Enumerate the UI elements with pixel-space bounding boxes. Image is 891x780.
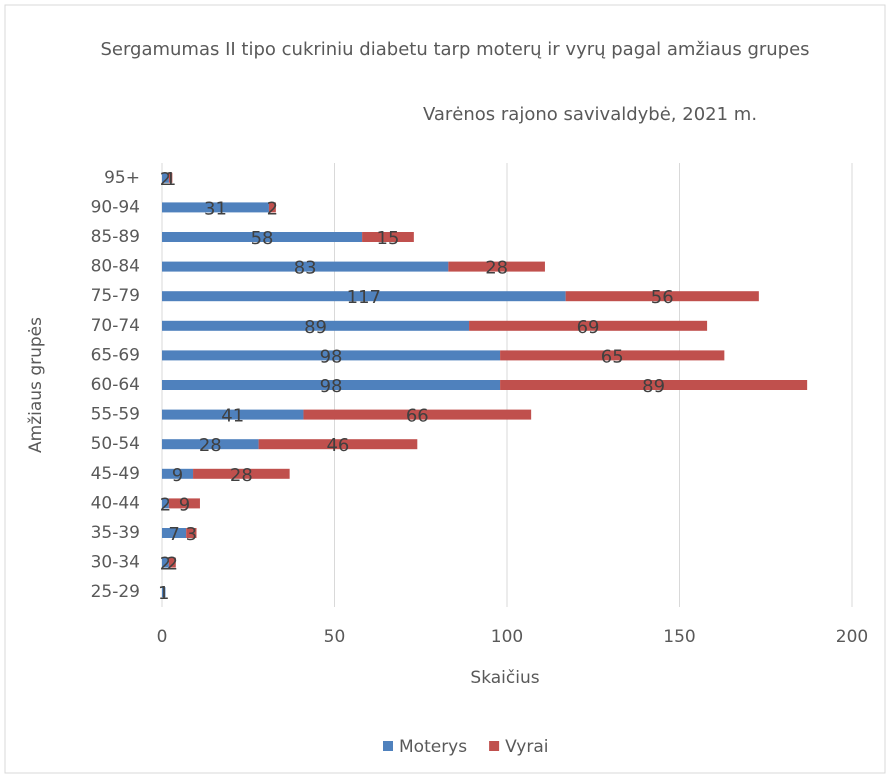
data-label: 46 [326, 435, 349, 456]
bar-segment [186, 528, 197, 538]
x-tick-label: 100 [491, 627, 523, 647]
data-label: 9 [172, 465, 183, 486]
data-label: 1 [165, 169, 176, 190]
bar-segment [258, 439, 418, 450]
legend-swatch [383, 741, 393, 751]
bar-segment [303, 409, 532, 420]
bar-segment [168, 498, 200, 509]
data-label: 56 [651, 287, 674, 308]
data-label: 28 [230, 465, 253, 486]
bar-segment [362, 232, 414, 242]
data-label: 1 [158, 583, 169, 604]
bar-segment [162, 232, 363, 242]
data-label: 31 [204, 198, 227, 219]
bar-segment [162, 587, 166, 598]
data-label: 28 [485, 258, 508, 279]
data-label: 2 [160, 494, 171, 515]
y-tick-label: 85-89 [91, 227, 140, 247]
y-tick-label: 25-29 [91, 582, 140, 602]
bar-segment [162, 439, 259, 450]
bar-segment [162, 350, 501, 361]
y-tick-label: 40-44 [91, 493, 140, 513]
data-label: 7 [168, 524, 179, 545]
bar-segment [162, 557, 169, 568]
data-label: 2 [167, 554, 178, 575]
data-label: 65 [601, 346, 624, 367]
data-label: 15 [377, 228, 400, 249]
y-tick-label: 35-39 [91, 523, 140, 543]
y-tick-label: 75-79 [91, 286, 140, 306]
bar-segment [500, 380, 808, 390]
data-label: 2 [160, 554, 171, 575]
y-tick-label: 45-49 [91, 464, 140, 484]
y-tick-label: 50-54 [91, 434, 140, 454]
legend-label: Vyrai [505, 737, 548, 757]
bar-segment [162, 498, 169, 509]
y-axis-title: Amžiaus grupės [26, 317, 46, 453]
data-label: 98 [320, 376, 343, 397]
bar-segment [268, 202, 276, 213]
bar-segment [162, 261, 449, 272]
y-tick-label: 55-59 [91, 405, 140, 425]
bar-segment [162, 172, 169, 183]
x-tick-label: 150 [663, 627, 695, 647]
y-tick-label: 70-74 [91, 316, 140, 336]
data-label: 89 [642, 376, 665, 397]
legend-swatch [489, 741, 500, 751]
x-axis-title: Skaičius [470, 668, 539, 688]
data-label: 83 [294, 258, 317, 279]
chart-subtitle: Varėnos rajono savivaldybė, 2021 m. [422, 104, 758, 125]
bar-segment [162, 320, 470, 331]
x-tick-label: 0 [157, 627, 168, 647]
data-label: 9 [179, 494, 190, 515]
y-tick-label: 65-69 [91, 345, 140, 365]
data-label: 89 [304, 317, 327, 338]
data-label: 69 [577, 317, 600, 338]
x-tick-label: 50 [324, 627, 346, 647]
data-label: 2 [160, 169, 171, 190]
y-tick-label: 90-94 [91, 197, 140, 217]
bar-segment [162, 380, 501, 390]
data-label: 2 [267, 198, 278, 219]
bar-segment [162, 202, 269, 213]
bar-segment [162, 528, 187, 538]
bar-segment [168, 172, 173, 183]
data-label: 58 [251, 228, 274, 249]
bar-segment [193, 468, 290, 479]
bar-segment [162, 409, 304, 420]
bar-segment [168, 557, 176, 568]
bar-segment [162, 468, 194, 479]
bar-segment [565, 291, 759, 302]
bar-segment [448, 261, 545, 272]
bar-segment [500, 350, 725, 361]
y-tick-label: 80-84 [91, 257, 140, 277]
legend-label: Moterys [399, 737, 467, 757]
data-label: 66 [406, 406, 429, 427]
x-tick-label: 200 [836, 627, 868, 647]
bar-segment [469, 320, 708, 331]
bar-segment [162, 291, 566, 302]
data-label: 41 [221, 406, 244, 427]
chart-title: Sergamumas II tipo cukriniu diabetu tarp… [100, 39, 810, 60]
y-tick-label: 95+ [104, 168, 140, 188]
data-label: 3 [186, 524, 197, 545]
y-tick-label: 60-64 [91, 375, 140, 395]
data-label: 98 [320, 346, 343, 367]
data-label: 117 [347, 287, 381, 308]
y-tick-label: 30-34 [91, 553, 140, 573]
data-label: 28 [199, 435, 222, 456]
